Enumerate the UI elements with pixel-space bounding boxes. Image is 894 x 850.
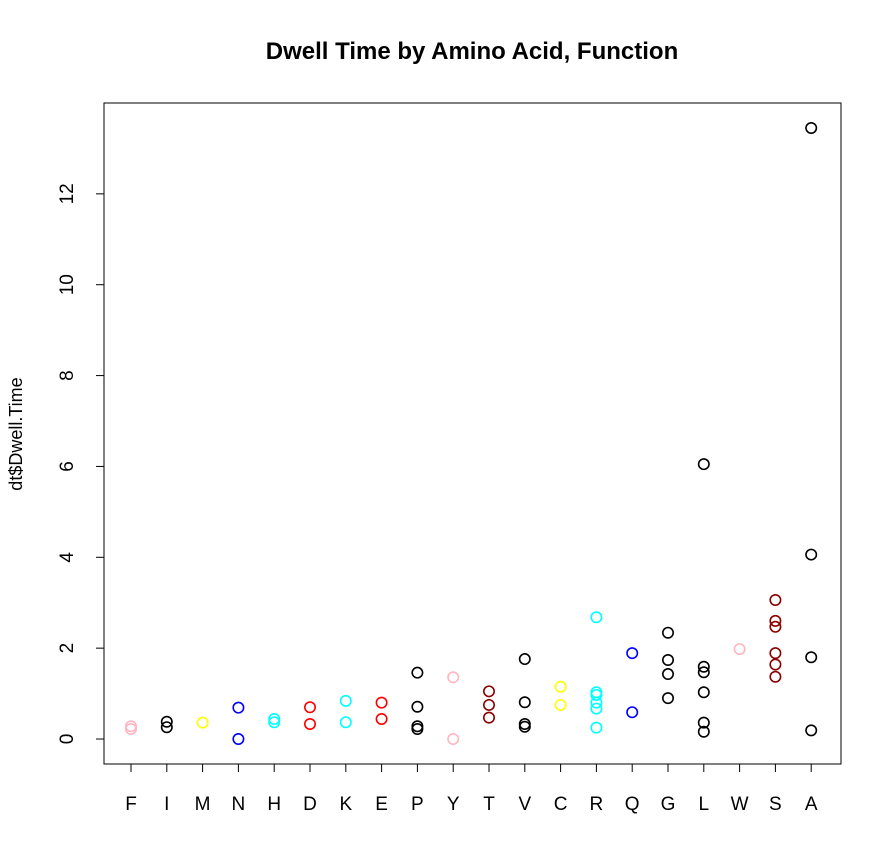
data-point	[518, 653, 531, 666]
x-tick-label: L	[699, 794, 710, 815]
data-point	[160, 715, 173, 728]
data-point	[339, 694, 352, 707]
x-tick-label: C	[554, 794, 568, 815]
data-points	[125, 121, 818, 746]
data-point	[661, 668, 674, 681]
y-tick-label: 12	[57, 183, 78, 204]
x-tick-label: V	[518, 794, 531, 815]
x-tick-label: A	[805, 794, 818, 815]
y-tick-label: 4	[57, 552, 78, 563]
data-point	[805, 121, 818, 134]
data-point	[232, 733, 245, 746]
data-point	[339, 716, 352, 729]
data-point	[268, 716, 281, 729]
data-point	[482, 698, 495, 711]
plot-frame	[103, 102, 842, 765]
data-point	[160, 721, 173, 734]
x-tick-label: R	[590, 794, 604, 815]
data-point	[805, 724, 818, 737]
data-point	[590, 688, 603, 701]
data-point	[697, 666, 710, 679]
data-point	[590, 721, 603, 734]
x-tick-label: W	[731, 794, 749, 815]
data-point	[805, 548, 818, 561]
chart-title: Dwell Time by Amino Acid, Function	[266, 38, 678, 65]
data-point	[375, 713, 388, 726]
data-point	[661, 626, 674, 639]
data-point	[411, 723, 424, 736]
data-point	[769, 647, 782, 660]
x-tick-label: M	[195, 794, 211, 815]
x-tick-label: T	[483, 794, 495, 815]
y-tick-label: 8	[57, 370, 78, 381]
data-point	[447, 733, 460, 746]
x-tick-label: H	[267, 794, 281, 815]
x-tick-label: E	[375, 794, 388, 815]
x-tick-label: F	[125, 794, 137, 815]
x-tick-label: G	[661, 794, 676, 815]
data-point	[518, 696, 531, 709]
y-axis-label: dt$Dwell.Time	[6, 377, 26, 490]
data-point	[554, 680, 567, 693]
data-point	[769, 620, 782, 633]
data-point	[590, 696, 603, 709]
x-tick-label: Y	[447, 794, 460, 815]
data-point	[590, 611, 603, 624]
x-tick-label: S	[769, 794, 782, 815]
data-point	[447, 671, 460, 684]
data-point	[626, 647, 639, 660]
data-point	[769, 670, 782, 683]
data-point	[733, 643, 746, 656]
data-point	[411, 666, 424, 679]
data-point	[697, 716, 710, 729]
data-point	[268, 713, 281, 726]
data-point	[518, 720, 531, 733]
data-point	[697, 458, 710, 471]
x-tick-label: Q	[625, 794, 640, 815]
data-point	[375, 696, 388, 709]
y-tick-label: 10	[57, 274, 78, 295]
y-tick-label: 6	[57, 461, 78, 472]
data-point	[482, 685, 495, 698]
data-point	[697, 686, 710, 699]
data-point	[232, 701, 245, 714]
y-tick-label: 0	[57, 734, 78, 745]
data-point	[697, 660, 710, 673]
y-tick-label: 2	[57, 643, 78, 654]
data-point	[805, 651, 818, 664]
x-tick-label: N	[232, 794, 246, 815]
x-tick-label: K	[339, 794, 352, 815]
data-point	[661, 653, 674, 666]
data-point	[661, 692, 674, 705]
data-point	[590, 702, 603, 715]
data-point	[769, 593, 782, 606]
y-axis: 0 2 4 6 8 10 12	[57, 183, 105, 745]
data-point	[697, 725, 710, 738]
data-point	[482, 711, 495, 724]
data-point	[125, 723, 138, 736]
data-point	[303, 701, 316, 714]
data-point	[554, 698, 567, 711]
data-point	[303, 718, 316, 731]
data-point	[769, 614, 782, 627]
x-tick-label: P	[411, 794, 424, 815]
data-point	[769, 658, 782, 671]
data-point	[196, 716, 209, 729]
data-point	[626, 706, 639, 719]
x-tick-label: I	[164, 794, 169, 815]
data-point	[411, 700, 424, 713]
x-tick-label: D	[303, 794, 317, 815]
